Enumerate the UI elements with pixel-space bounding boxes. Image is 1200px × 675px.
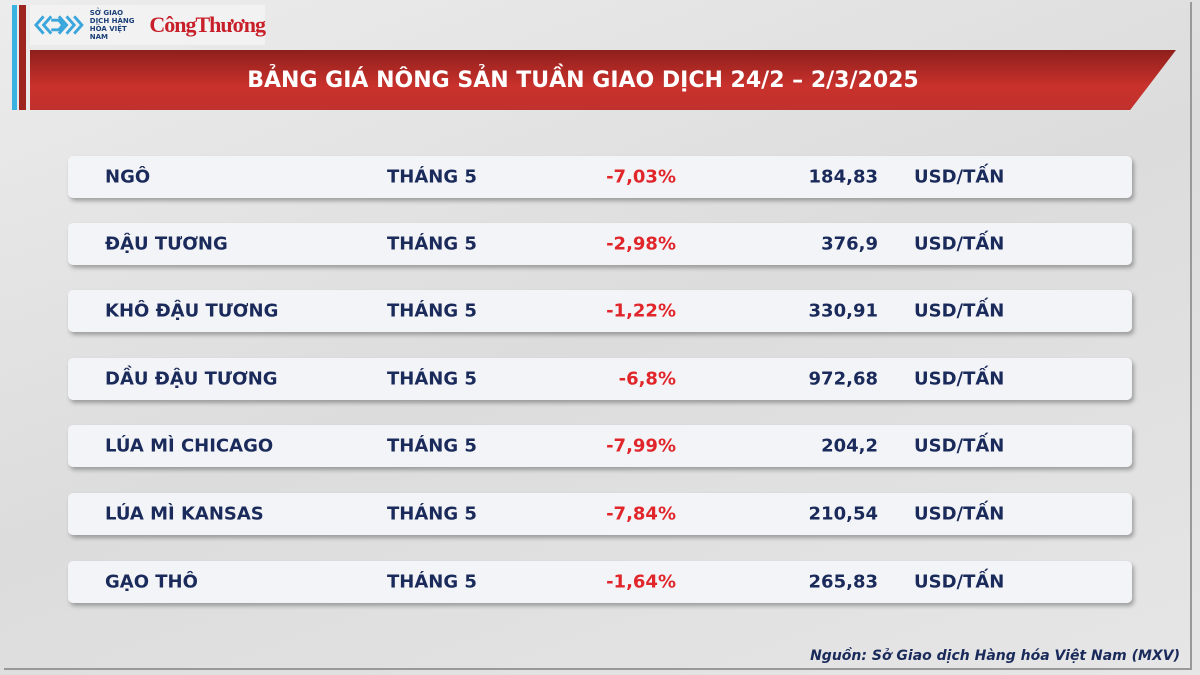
contract-month: THÁNG 5 bbox=[387, 435, 477, 457]
price-change: -6,8% bbox=[618, 368, 676, 390]
contract-month: THÁNG 5 bbox=[387, 166, 477, 188]
price-value: 265,83 bbox=[808, 571, 878, 593]
congthuong-logo: CôngThương bbox=[149, 12, 266, 37]
mxv-logo-text: SỞ GIAO DỊCH HÀNG HÓA VIỆT NAM bbox=[89, 9, 135, 41]
commodity-name: NGÔ bbox=[105, 166, 151, 188]
price-value: 972,68 bbox=[808, 368, 878, 390]
price-unit: USD/TẤN bbox=[914, 503, 1005, 525]
commodity-name: DẦU ĐẬU TƯƠNG bbox=[105, 368, 278, 390]
commodity-name: ĐẬU TƯƠNG bbox=[105, 233, 228, 255]
page-title: BẢNG GIÁ NÔNG SẢN TUẦN GIAO DỊCH 24/2 – … bbox=[247, 67, 919, 93]
price-change: -7,84% bbox=[606, 503, 676, 525]
price-change: -1,22% bbox=[606, 300, 676, 322]
table-row: ĐẬU TƯƠNG THÁNG 5 -2,98% 376,9 USD/TẤN bbox=[68, 223, 1132, 265]
table-row: LÚA MÌ CHICAGO THÁNG 5 -7,99% 204,2 USD/TẤN bbox=[68, 425, 1132, 467]
price-change: -7,03% bbox=[606, 166, 676, 188]
price-value: 330,91 bbox=[808, 300, 878, 322]
contract-month: THÁNG 5 bbox=[387, 300, 477, 322]
contract-month: THÁNG 5 bbox=[387, 503, 477, 525]
price-unit: USD/TẤN bbox=[914, 368, 1005, 390]
accent-bar-red bbox=[19, 5, 26, 110]
accent-bar-blue bbox=[12, 5, 17, 110]
price-unit: USD/TẤN bbox=[914, 571, 1005, 593]
contract-month: THÁNG 5 bbox=[387, 368, 477, 390]
mxv-logo-icon bbox=[34, 15, 84, 35]
table-row: KHÔ ĐẬU TƯƠNG THÁNG 5 -1,22% 330,91 USD/TẤN bbox=[68, 290, 1132, 332]
contract-month: THÁNG 5 bbox=[387, 571, 477, 593]
price-change: -7,99% bbox=[606, 435, 676, 457]
price-change: -1,64% bbox=[606, 571, 676, 593]
price-value: 210,54 bbox=[808, 503, 878, 525]
price-unit: USD/TẤN bbox=[914, 300, 1005, 322]
commodity-name: LÚA MÌ CHICAGO bbox=[105, 435, 274, 457]
price-value: 184,83 bbox=[808, 166, 878, 188]
source-note: Nguồn: Sở Giao dịch Hàng hóa Việt Nam (M… bbox=[810, 648, 1180, 664]
contract-month: THÁNG 5 bbox=[387, 233, 477, 255]
title-banner: BẢNG GIÁ NÔNG SẢN TUẦN GIAO DỊCH 24/2 – … bbox=[30, 50, 1176, 110]
price-unit: USD/TẤN bbox=[914, 166, 1005, 188]
table-row: LÚA MÌ KANSAS THÁNG 5 -7,84% 210,54 USD/TẤN bbox=[68, 493, 1132, 535]
price-unit: USD/TẤN bbox=[914, 233, 1005, 255]
commodity-name: KHÔ ĐẬU TƯƠNG bbox=[105, 300, 279, 322]
commodity-name: GẠO THÔ bbox=[105, 571, 198, 593]
table-row: NGÔ THÁNG 5 -7,03% 184,83 USD/TẤN bbox=[68, 156, 1132, 198]
table-row: GẠO THÔ THÁNG 5 -1,64% 265,83 USD/TẤN bbox=[68, 561, 1132, 603]
price-unit: USD/TẤN bbox=[914, 435, 1005, 457]
price-change: -2,98% bbox=[606, 233, 676, 255]
price-value: 204,2 bbox=[821, 435, 878, 457]
table-row: DẦU ĐẬU TƯƠNG THÁNG 5 -6,8% 972,68 USD/TẤN bbox=[68, 358, 1132, 400]
commodity-name: LÚA MÌ KANSAS bbox=[105, 503, 264, 525]
price-value: 376,9 bbox=[821, 233, 878, 255]
frame bbox=[4, 2, 1192, 670]
logo: SỞ GIAO DỊCH HÀNG HÓA VIỆT NAM CôngThươn… bbox=[30, 5, 266, 45]
